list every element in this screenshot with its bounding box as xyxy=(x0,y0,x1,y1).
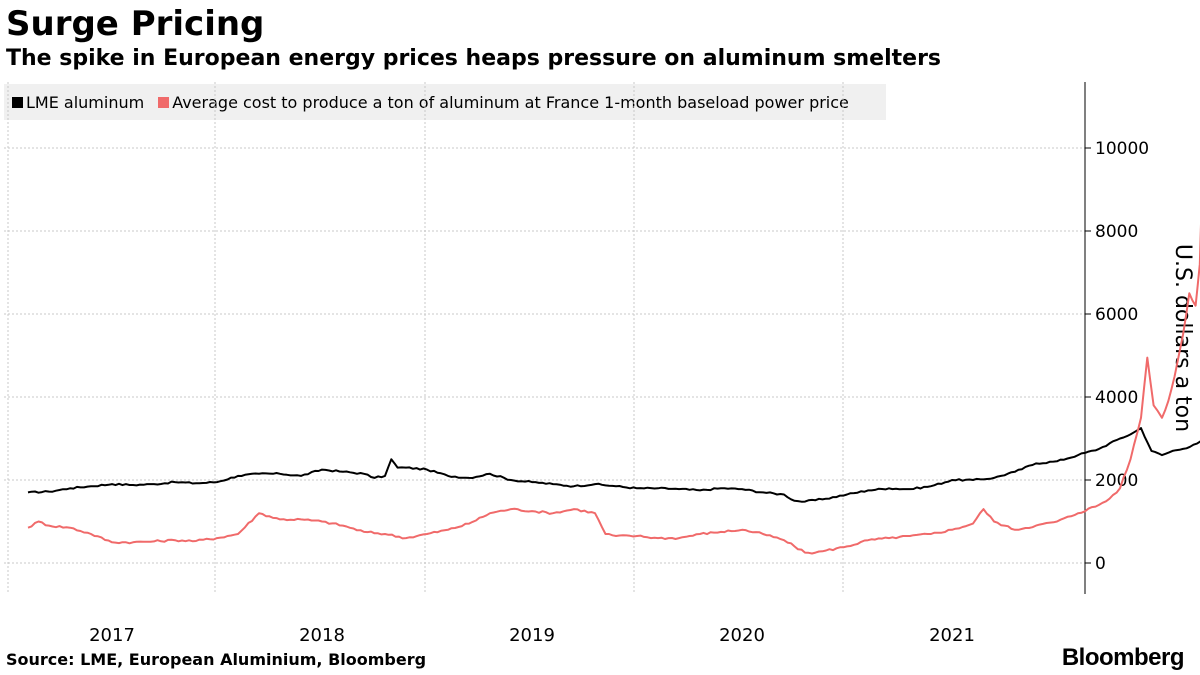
y-tick-label: 2000 xyxy=(1095,471,1138,491)
legend-label-cost: Average cost to produce a ton of aluminu… xyxy=(172,92,849,112)
x-tick-label: 2019 xyxy=(509,625,555,646)
y-tick-label: 0 xyxy=(1095,554,1106,574)
x-tick-label: 2018 xyxy=(299,625,345,646)
bloomberg-logo: Bloomberg xyxy=(1061,644,1185,671)
series-line-lme-aluminum xyxy=(27,427,1200,503)
x-tick-label: 2021 xyxy=(929,625,975,646)
legend-label-lme: LME aluminum xyxy=(26,92,145,112)
x-tick-label: 2017 xyxy=(89,625,135,646)
y-tick-label: 8000 xyxy=(1095,222,1138,242)
legend-swatch-lme xyxy=(12,96,23,108)
series-line-production-cost xyxy=(27,224,1200,555)
y-tick-label: 4000 xyxy=(1095,388,1138,408)
chart-subtitle: The spike in European energy prices heap… xyxy=(6,46,942,71)
legend: LME aluminum Average cost to produce a t… xyxy=(4,84,886,120)
y-tick-label: 6000 xyxy=(1095,305,1138,325)
y-tick-label: 10000 xyxy=(1095,139,1149,159)
legend-item-lme: LME aluminum xyxy=(12,93,144,112)
chart-title: Surge Pricing xyxy=(6,4,265,44)
legend-swatch-cost xyxy=(158,96,170,108)
legend-item-cost: Average cost to produce a ton of aluminu… xyxy=(158,93,849,112)
x-tick-label: 2020 xyxy=(719,625,765,646)
source-note: Source: LME, European Aluminium, Bloombe… xyxy=(6,650,427,669)
